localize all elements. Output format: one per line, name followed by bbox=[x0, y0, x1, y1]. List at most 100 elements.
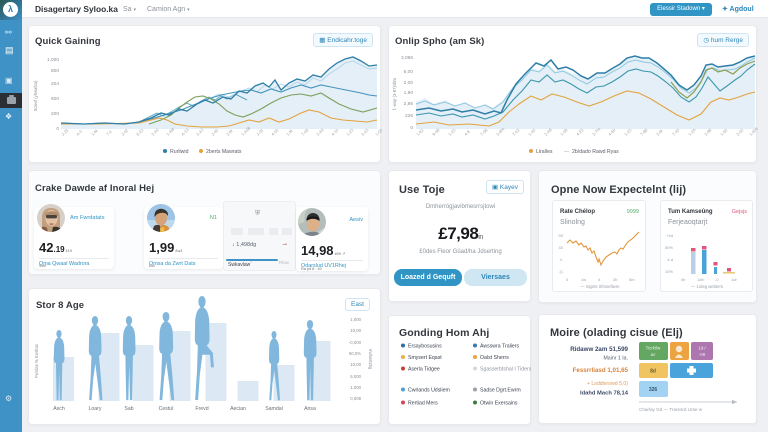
svg-text:2,86: 2,86 bbox=[404, 101, 414, 107]
svg-text:7-88: 7-88 bbox=[639, 127, 649, 137]
svg-text:7-06: 7-06 bbox=[300, 127, 310, 137]
svg-text:Rurliwid: Rurliwid bbox=[170, 149, 189, 155]
svg-text:4.: 4. bbox=[560, 257, 563, 262]
svg-text:4-8: 4-8 bbox=[463, 129, 471, 137]
svg-text:rrwbwrtzbg: rrwbwrtzbg bbox=[368, 349, 373, 370]
svg-text:4-60: 4-60 bbox=[607, 127, 617, 137]
svg-text:Sadse Dgrt.Ewrm: Sadse Dgrt.Ewrm bbox=[480, 388, 521, 394]
svg-text:Ansa: Ansa bbox=[304, 406, 316, 412]
svg-text:Ersaybosusins: Ersaybosusins bbox=[408, 344, 442, 350]
svg-text:J-02: J-02 bbox=[120, 127, 130, 137]
svg-text:9-08: 9-08 bbox=[431, 127, 441, 137]
svg-text:0b: 0b bbox=[681, 277, 686, 282]
svg-text:Charlay Gd — Traresrd Urse w: Charlay Gd — Traresrd Urse w bbox=[639, 407, 703, 412]
svg-text:200: 200 bbox=[51, 111, 59, 117]
svg-text:7-08: 7-08 bbox=[479, 127, 489, 137]
svg-text:7-02: 7-02 bbox=[511, 127, 521, 137]
svg-text:-08: -08 bbox=[699, 352, 706, 357]
svg-text:— 1rdeg webters: — 1rdeg webters bbox=[691, 284, 723, 289]
svg-text:1-23: 1-23 bbox=[345, 127, 355, 137]
svg-text:A-23: A-23 bbox=[180, 127, 190, 137]
svg-text:f,-wop (3-87)/d8a: f,-wop (3-87)/d8a bbox=[392, 77, 397, 110]
svg-text:av: av bbox=[651, 352, 656, 357]
svg-text:0,008: 0,008 bbox=[350, 396, 361, 401]
svg-text:Asch: Asch bbox=[53, 406, 65, 412]
svg-text:Mainr 1 Ia.: Mainr 1 Ia. bbox=[603, 356, 628, 362]
svg-text:Awsswra Traliers: Awsswra Traliers bbox=[480, 344, 520, 350]
svg-text:2-A0: 2-A0 bbox=[150, 127, 160, 137]
svg-text:1,000: 1,000 bbox=[350, 385, 361, 390]
svg-text:50%: 50% bbox=[665, 245, 673, 250]
svg-text:+ Lsddivrowd 5,0): + Lsddivrowd 5,0) bbox=[587, 381, 628, 387]
svg-text:2berts Mawrats: 2berts Mawrats bbox=[206, 149, 242, 155]
svg-text:0-8%: 0-8% bbox=[495, 126, 505, 136]
svg-text:1-62: 1-62 bbox=[415, 127, 425, 137]
svg-text:10,00: 10,00 bbox=[350, 362, 361, 367]
svg-text:2b: 2b bbox=[613, 277, 618, 282]
svg-text:Aserla Tidgee: Aserla Tidgee bbox=[408, 367, 440, 373]
svg-text:J-03: J-03 bbox=[255, 127, 265, 137]
svg-text:4-00: 4-00 bbox=[270, 127, 280, 137]
svg-text:2-A8: 2-A8 bbox=[543, 127, 553, 137]
svg-text:5,00: 5,00 bbox=[404, 69, 414, 75]
svg-text:Tizrk/lw: Tizrk/lw bbox=[646, 346, 662, 351]
svg-text:A-0: A-0 bbox=[75, 128, 83, 136]
svg-text:Sciesf (yhwafsa): Sciesf (yhwafsa) bbox=[33, 80, 38, 111]
svg-text:10,00: 10,00 bbox=[350, 328, 361, 333]
svg-text:1dr: 1dr bbox=[731, 277, 737, 282]
svg-text:8d: 8d bbox=[650, 369, 656, 375]
svg-text:Rertiad Mers: Rertiad Mers bbox=[408, 401, 438, 407]
svg-text:-0,000: -0,000 bbox=[349, 340, 362, 345]
svg-text:0: 0 bbox=[410, 125, 413, 131]
svg-text:1-M: 1-M bbox=[285, 128, 293, 136]
svg-text:Smysert Eqast: Smysert Eqast bbox=[408, 355, 442, 361]
svg-text:2,00: 2,00 bbox=[404, 80, 414, 86]
svg-text:Liralles: Liralles bbox=[536, 149, 553, 155]
svg-text:—: — bbox=[564, 149, 570, 155]
svg-text:1,000: 1,000 bbox=[350, 317, 361, 322]
svg-text:1-23: 1-23 bbox=[447, 127, 457, 137]
svg-text:Cwrlands Udsliem: Cwrlands Udsliem bbox=[408, 388, 450, 394]
svg-text:Fessrrliasd 1,01,65: Fessrrliasd 1,01,65 bbox=[573, 367, 629, 374]
svg-text:0: 0 bbox=[566, 277, 569, 282]
svg-text:1,006: 1,006 bbox=[748, 126, 758, 137]
svg-text:2-7%: 2-7% bbox=[591, 126, 601, 136]
svg-text:7-40: 7-40 bbox=[671, 127, 681, 137]
svg-text:1-50: 1-50 bbox=[719, 127, 729, 137]
svg-text:5,000: 5,000 bbox=[350, 374, 361, 379]
svg-text:326: 326 bbox=[649, 387, 658, 393]
svg-text:1-2A: 1-2A bbox=[687, 127, 697, 137]
svg-text:5m: 5m bbox=[629, 277, 635, 282]
svg-text:1-40: 1-40 bbox=[527, 127, 537, 137]
svg-text:Sab: Sab bbox=[124, 406, 133, 412]
svg-text:(1: (1 bbox=[559, 269, 563, 274]
svg-text:+4d: +4d bbox=[666, 233, 673, 238]
svg-text:4: 4 bbox=[598, 277, 601, 282]
svg-text:2-98: 2-98 bbox=[703, 127, 713, 137]
svg-text:1d-/: 1d-/ bbox=[698, 346, 706, 351]
svg-text:1db: 1db bbox=[697, 277, 704, 282]
svg-text:1w: 1w bbox=[581, 277, 586, 282]
svg-text:204: 204 bbox=[51, 81, 59, 87]
svg-text:Ridaww 2am 51,599: Ridaww 2am 51,599 bbox=[570, 346, 628, 353]
svg-text:1-4M: 1-4M bbox=[165, 127, 175, 137]
svg-text:800: 800 bbox=[51, 68, 59, 74]
svg-text:Frevd: Frevd bbox=[195, 406, 208, 412]
svg-text:50,0%: 50,0% bbox=[349, 351, 361, 356]
svg-text:Idahd Mach 78,14: Idahd Mach 78,14 bbox=[580, 391, 629, 397]
svg-text:7-0: 7-0 bbox=[105, 129, 113, 137]
svg-text:1-00: 1-00 bbox=[374, 127, 382, 137]
svg-text:4-d: 4-d bbox=[667, 257, 673, 262]
svg-text:-0: -0 bbox=[715, 277, 719, 282]
svg-text:6-23: 6-23 bbox=[135, 127, 145, 137]
svg-text:2-A0: 2-A0 bbox=[315, 127, 325, 137]
svg-text:1-M: 1-M bbox=[90, 128, 98, 136]
svg-text:1-A08: 1-A08 bbox=[240, 125, 252, 137]
svg-text:Fwrdas % Ewrbas: Fwrdas % Ewrbas bbox=[34, 344, 39, 378]
svg-text:Aecian: Aecian bbox=[230, 406, 246, 412]
svg-text:0-23: 0-23 bbox=[360, 127, 370, 137]
svg-text:2-00: 2-00 bbox=[735, 127, 745, 137]
svg-text:1-23: 1-23 bbox=[623, 127, 633, 137]
svg-text:2b/dado Rawd Ryas: 2b/dado Rawd Ryas bbox=[572, 149, 619, 155]
svg-text:Loary: Loary bbox=[89, 406, 102, 412]
